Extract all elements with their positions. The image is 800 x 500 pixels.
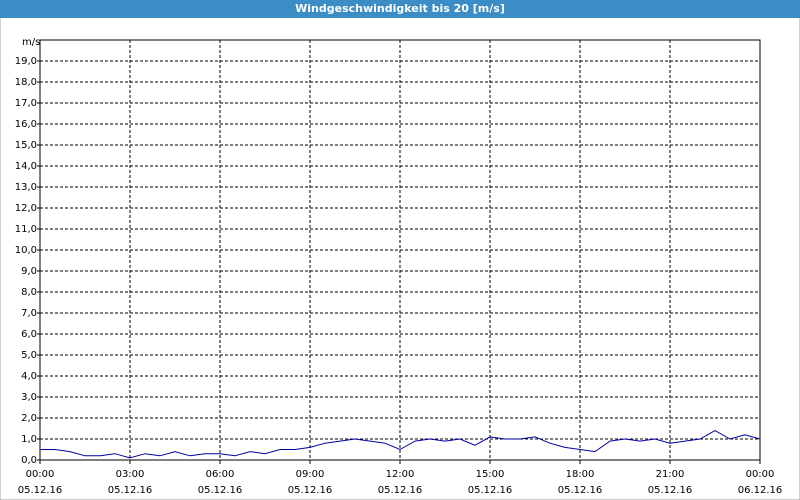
x-tick-label: 03:00 [116, 469, 145, 480]
y-tick-label: 17,0 [15, 98, 37, 109]
y-tick-label: 0,0 [21, 455, 37, 466]
x-tick-date: 05.12.16 [18, 485, 63, 496]
chart-title: Windgeschwindigkeit bis 20 [m/s] [295, 2, 505, 15]
x-tick-date: 05.12.16 [108, 485, 153, 496]
x-tick-label: 21:00 [656, 469, 685, 480]
y-tick-label: 5,0 [21, 350, 37, 361]
x-tick-date: 05.12.16 [648, 485, 693, 496]
y-tick-label: 3,0 [21, 392, 37, 403]
x-tick-date: 05.12.16 [198, 485, 243, 496]
x-tick-label: 00:00 [746, 469, 775, 480]
x-tick-date: 05.12.16 [288, 485, 333, 496]
y-tick-label: 16,0 [15, 119, 37, 130]
plot-border [39, 39, 761, 461]
y-tick-label: 8,0 [21, 287, 37, 298]
y-tick-label: 13,0 [15, 182, 37, 193]
y-tick-label: 14,0 [15, 161, 37, 172]
x-tick-label: 06:00 [206, 469, 235, 480]
x-tick-date: 05.12.16 [468, 485, 513, 496]
y-tick-label: 10,0 [15, 245, 37, 256]
y-tick-label: 19,0 [15, 56, 37, 67]
y-tick-label: 7,0 [21, 308, 37, 319]
y-tick-label: 15,0 [15, 140, 37, 151]
x-tick-label: 00:00 [26, 469, 55, 480]
x-tick-date: 05.12.16 [558, 485, 603, 496]
y-tick-label: 6,0 [21, 329, 37, 340]
y-tick-label: 1,0 [21, 434, 37, 445]
x-tick-label: 12:00 [386, 469, 415, 480]
x-tick-label: 18:00 [566, 469, 595, 480]
y-tick-label: 9,0 [21, 266, 37, 277]
y-tick-label: 11,0 [15, 224, 37, 235]
x-tick-label: 09:00 [296, 469, 325, 480]
data-line [40, 430, 761, 459]
y-unit: m/s [22, 37, 40, 48]
y-tick-label: 12,0 [15, 203, 37, 214]
title-bar [0, 0, 800, 18]
x-tick-date: 05.12.16 [378, 485, 423, 496]
y-tick-label: 18,0 [15, 77, 37, 88]
y-tick-label: 4,0 [21, 371, 37, 382]
y-tick-label: 2,0 [21, 413, 37, 424]
x-tick-date: 06.12.16 [738, 485, 783, 496]
x-tick-label: 15:00 [476, 469, 505, 480]
